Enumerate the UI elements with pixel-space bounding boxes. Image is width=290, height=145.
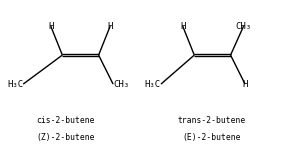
Text: cis-2-butene: cis-2-butene <box>36 116 95 125</box>
Text: CH₃: CH₃ <box>235 22 252 31</box>
Text: CH₃: CH₃ <box>113 80 129 89</box>
Text: H: H <box>242 80 248 89</box>
Text: trans-2-butene: trans-2-butene <box>177 116 246 125</box>
Text: H₃C: H₃C <box>7 80 23 89</box>
Text: H: H <box>180 22 185 31</box>
Text: H: H <box>48 22 53 31</box>
Text: (E)-2-butene: (E)-2-butene <box>182 133 241 142</box>
Text: H₃C: H₃C <box>145 80 161 89</box>
Text: (Z)-2-butene: (Z)-2-butene <box>36 133 95 142</box>
Text: H: H <box>108 22 113 31</box>
